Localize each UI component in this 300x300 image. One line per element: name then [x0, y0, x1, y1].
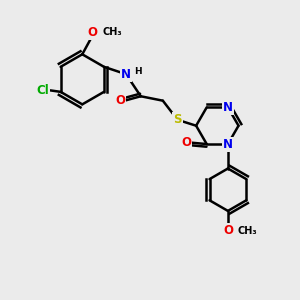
Text: O: O: [88, 26, 98, 39]
Text: N: N: [223, 101, 233, 114]
Text: CH₃: CH₃: [237, 226, 257, 236]
Text: O: O: [223, 224, 233, 237]
Text: O: O: [181, 136, 191, 149]
Text: O: O: [115, 94, 125, 107]
Text: CH₃: CH₃: [102, 27, 122, 37]
Text: H: H: [134, 67, 142, 76]
Text: S: S: [173, 113, 182, 126]
Text: N: N: [121, 68, 131, 81]
Text: Cl: Cl: [37, 84, 49, 97]
Text: N: N: [223, 138, 233, 151]
